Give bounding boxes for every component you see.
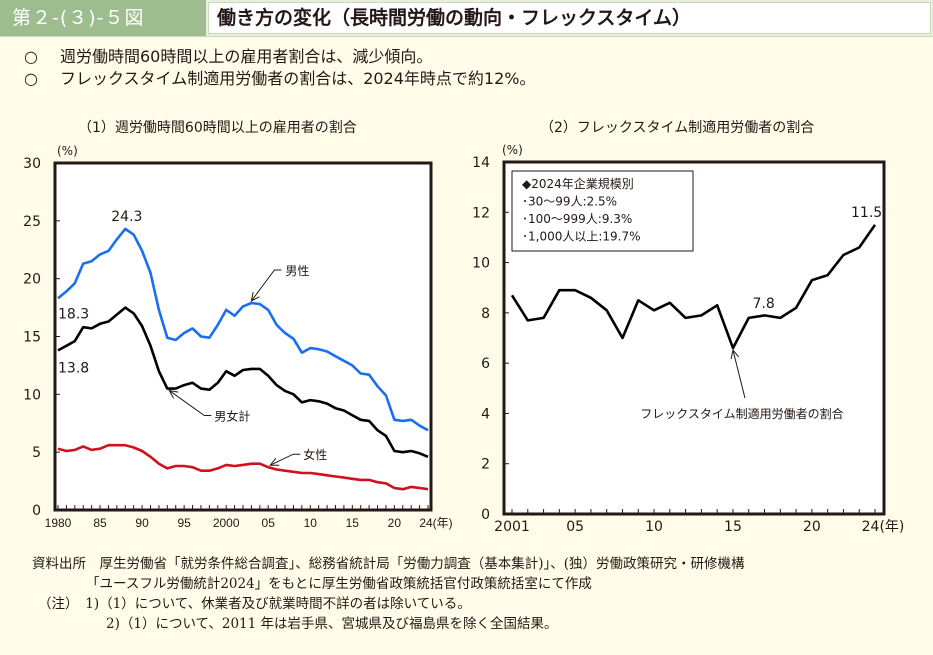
x-tick-label: 15 bbox=[346, 516, 360, 530]
x-tick-label: 10 bbox=[645, 519, 663, 535]
x-tick-label: 20 bbox=[803, 519, 821, 535]
data-label-peak: 24.3 bbox=[111, 209, 142, 225]
source-label: 資料出所 bbox=[32, 556, 86, 572]
bullet-circle-icon: ○ bbox=[24, 47, 38, 66]
x-tick-label: 15 bbox=[724, 519, 742, 535]
x-tick-label: 05 bbox=[566, 519, 584, 535]
chart1-title: （1）週労働時間60時間以上の雇用者の割合 bbox=[78, 120, 357, 136]
note-line-1: （注） 1)（1）について、休業者及び就業時間不詳の者は除いている。 bbox=[32, 594, 745, 614]
y-tick-label: 8 bbox=[481, 306, 490, 322]
figure-title: 働き方の変化（長時間労働の動向・フレックスタイム） bbox=[208, 2, 931, 34]
data-label-total-1980: 13.8 bbox=[58, 360, 89, 376]
x-tick-label: 2001 bbox=[494, 519, 530, 535]
y-tick-label: 20 bbox=[23, 272, 41, 288]
summary-text: フレックスタイム制適用労働者の割合は、2024年時点で約12%。 bbox=[60, 69, 536, 88]
y-tick-label: 5 bbox=[32, 445, 41, 461]
y-tick-label: 25 bbox=[23, 214, 41, 230]
y-tick-label: 12 bbox=[472, 205, 490, 221]
note-text-1: 1)（1）について、休業者及び就業時間不詳の者は除いている。 bbox=[85, 596, 471, 612]
data-label-2017: 7.8 bbox=[753, 296, 775, 312]
men-leader-line bbox=[251, 269, 282, 302]
x-tick-label: 2000 bbox=[213, 516, 240, 530]
series-line-フレックスタイム制適用労働者の割合 bbox=[510, 224, 877, 350]
data-label-2024: 11.5 bbox=[851, 205, 882, 221]
x-tick-label: 10 bbox=[304, 516, 318, 530]
series-label-flex: フレックスタイム制適用労働者の割合 bbox=[640, 406, 843, 421]
arrow-head-icon bbox=[168, 389, 179, 399]
x-tick-label: 90 bbox=[135, 516, 149, 530]
chart2-title: （2）フレックスタイム制適用労働者の割合 bbox=[540, 120, 815, 136]
inset-box-line: ･1,000人以上:19.7% bbox=[522, 230, 641, 244]
series-label-women: 女性 bbox=[303, 447, 327, 462]
plot-area bbox=[53, 161, 433, 512]
arrow-head-icon bbox=[730, 348, 740, 359]
note-label: （注） bbox=[38, 596, 72, 612]
chart2: 0 2 4 6 8 10 12 14 (%) 2001 05 10 15 20 24(年) 11.5 7.8 フレ… bbox=[472, 143, 904, 535]
summary-bullets: ○ 週労働時間60時間以上の雇用者割合は、減少傾向。 ○ フレックスタイム制適用… bbox=[24, 46, 535, 90]
series-label-men: 男性 bbox=[285, 264, 309, 278]
summary-item: ○ フレックスタイム制適用労働者の割合は、2024年時点で約12%。 bbox=[24, 68, 535, 90]
x-tick-label: 05 bbox=[262, 516, 276, 530]
inset-box-line: ･30～99人:2.5% bbox=[522, 195, 617, 209]
flex-leader-line bbox=[732, 349, 746, 399]
y-tick-label: 14 bbox=[472, 155, 490, 171]
arrow-head-icon bbox=[250, 292, 260, 302]
x-tick-label: 85 bbox=[93, 516, 107, 530]
y-tick-label: 6 bbox=[481, 356, 490, 372]
y-tick-label: 0 bbox=[481, 507, 490, 523]
series-line-男女計 bbox=[57, 306, 429, 458]
source-text-1: 厚生労働省「就労条件総合調査」、総務省統計局「労働力調査（基本集計)」、(独）労… bbox=[99, 556, 745, 572]
figure-number: 第２-(３)-５図 bbox=[0, 0, 206, 36]
arrow-head-icon bbox=[269, 457, 280, 466]
series-label-total: 男女計 bbox=[214, 409, 250, 424]
series-line-女性 bbox=[57, 443, 429, 491]
inset-box bbox=[511, 170, 694, 252]
title-bar: 第２-(３)-５図 働き方の変化（長時間労働の動向・フレックスタイム） bbox=[0, 0, 933, 37]
y-axis-unit: (%) bbox=[57, 144, 78, 158]
y-tick-label: 2 bbox=[481, 457, 490, 473]
summary-text: 週労働時間60時間以上の雇用者割合は、減少傾向。 bbox=[60, 47, 433, 66]
y-tick-label: 15 bbox=[23, 330, 41, 346]
bullet-circle-icon: ○ bbox=[24, 69, 38, 88]
total-leader-line bbox=[169, 390, 212, 417]
inset-box-line: ･100～999人:9.3% bbox=[522, 212, 632, 226]
women-leader-line bbox=[270, 453, 301, 466]
inset-box-line: ◆2024年企業規模別 bbox=[522, 176, 634, 191]
footer: 資料出所 厚生労働省「就労条件総合調査」、総務省統計局「労働力調査（基本集計)」… bbox=[32, 554, 745, 634]
summary-item: ○ 週労働時間60時間以上の雇用者割合は、減少傾向。 bbox=[24, 46, 535, 68]
source-line-2: 「ユースフル労働統計2024」をもとに厚生労働省政策統括官付政策統括室にて作成 bbox=[86, 576, 592, 592]
y-tick-label: 10 bbox=[23, 387, 41, 403]
x-tick-label: 24(年) bbox=[862, 519, 905, 535]
x-tick-label: 20 bbox=[388, 516, 402, 530]
y-tick-label: 30 bbox=[23, 156, 41, 172]
y-tick-label: 10 bbox=[472, 256, 490, 272]
y-tick-label: 0 bbox=[32, 503, 41, 519]
x-tick-label: 24(年) bbox=[419, 516, 452, 530]
source-line-1: 資料出所 厚生労働省「就労条件総合調査」、総務省統計局「労働力調査（基本集計)」… bbox=[32, 554, 745, 574]
x-tick-label: 1980 bbox=[45, 516, 72, 530]
y-tick-label: 4 bbox=[481, 406, 490, 422]
data-label-men-1980: 18.3 bbox=[58, 306, 89, 322]
y-axis-unit: (%) bbox=[502, 143, 523, 157]
x-tick-label: 95 bbox=[177, 516, 191, 530]
series-line-男性 bbox=[57, 227, 429, 432]
note-line-2: 2)（1）について、2011 年は岩手県、宮城県及び福島県を除く全国結果。 bbox=[106, 616, 558, 632]
